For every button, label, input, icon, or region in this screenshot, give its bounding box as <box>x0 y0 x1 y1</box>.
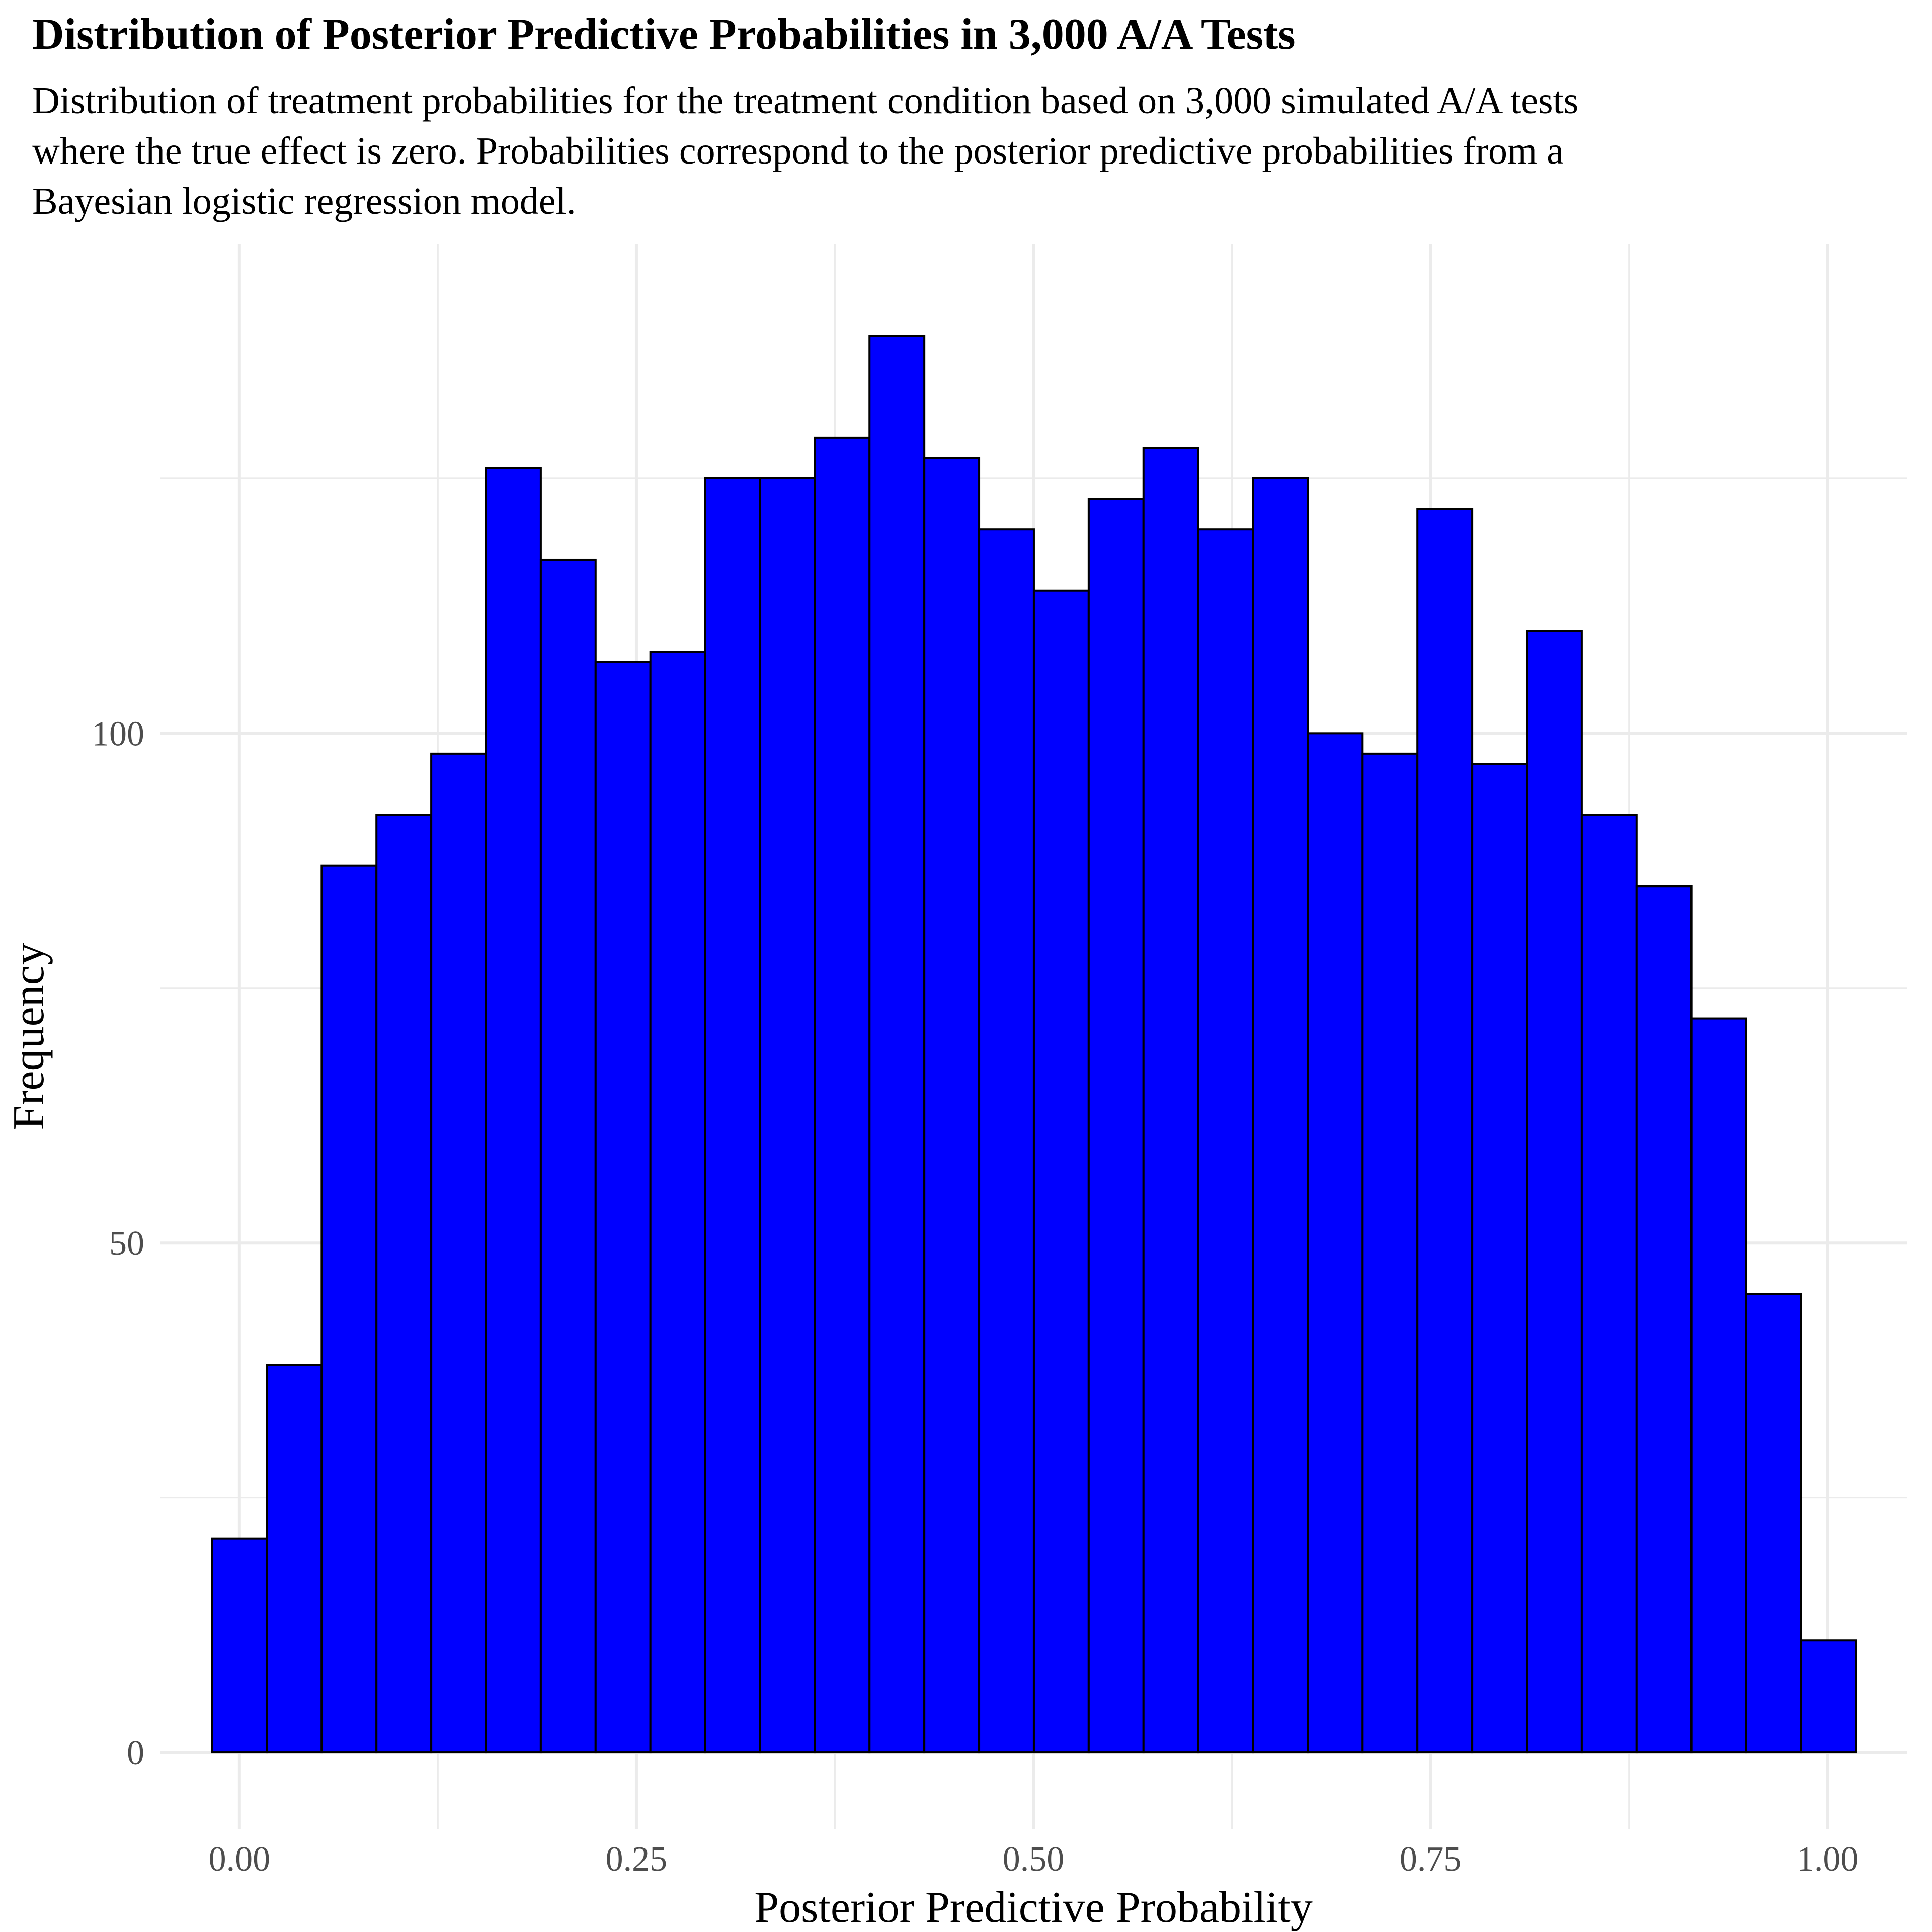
histogram-bar <box>814 436 871 1754</box>
x-tick-label: 0.75 <box>1400 1840 1462 1879</box>
histogram-bar <box>1800 1639 1857 1754</box>
histogram-bar <box>211 1537 268 1754</box>
histogram-bar <box>978 528 1035 1754</box>
x-tick-label: 0.00 <box>209 1840 271 1879</box>
chart-subtitle: Distribution of treatment probabilities … <box>32 79 1579 222</box>
histogram-bar <box>1525 630 1583 1754</box>
histogram-bar <box>1745 1293 1802 1754</box>
histogram-bar <box>1142 447 1199 1754</box>
histogram-bar <box>1690 1017 1747 1754</box>
histogram-bar <box>1580 814 1638 1754</box>
x-tick-label: 1.00 <box>1797 1840 1859 1879</box>
x-axis-title: Posterior Predictive Probability <box>754 1883 1313 1932</box>
y-tick-label: 0 <box>127 1734 144 1773</box>
histogram-bar <box>1032 589 1090 1754</box>
histogram-bar <box>649 651 706 1754</box>
histogram-bar <box>430 752 488 1754</box>
histogram-bar <box>539 558 597 1754</box>
histogram-bar <box>759 477 816 1754</box>
histogram-bar <box>1307 732 1364 1754</box>
histogram-bar <box>375 814 433 1754</box>
histogram-bar <box>266 1364 323 1754</box>
histogram-bar <box>1635 885 1693 1754</box>
histogram-bar <box>320 864 378 1754</box>
histogram-bar <box>923 457 981 1754</box>
histogram-bar <box>704 477 761 1754</box>
x-axis-tick-labels: 0.00 0.25 0.50 0.75 1.00 <box>209 1840 1859 1879</box>
histogram-bar <box>594 661 652 1754</box>
histogram-bar <box>1471 763 1528 1754</box>
y-axis-tick-labels: 0 50 100 <box>92 714 144 1773</box>
x-tick-label: 0.50 <box>1003 1840 1065 1879</box>
x-tick-label: 0.25 <box>606 1840 668 1879</box>
histogram-bar <box>1416 508 1474 1754</box>
histogram-bar <box>1252 477 1309 1754</box>
y-axis-title: Frequency <box>5 943 53 1130</box>
histogram-bars <box>211 335 1857 1754</box>
histogram-bar <box>485 467 542 1754</box>
chart-title: Distribution of Posterior Predictive Pro… <box>32 10 1296 59</box>
histogram-bar <box>1087 498 1145 1754</box>
histogram-bar <box>1197 528 1254 1754</box>
y-tick-label: 50 <box>109 1224 144 1263</box>
histogram-bar <box>1361 752 1419 1754</box>
y-tick-label: 100 <box>92 714 144 753</box>
histogram-bar <box>868 335 926 1754</box>
